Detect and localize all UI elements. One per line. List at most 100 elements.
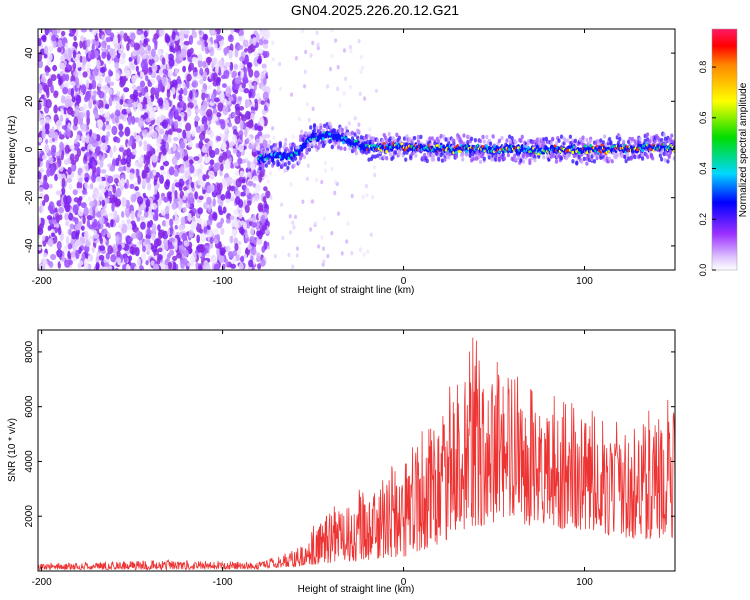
spectrogram-cell [350, 250, 354, 256]
spectrogram-cell [663, 136, 668, 142]
spectrogram-cell [134, 74, 139, 80]
spectrogram-cell [277, 161, 281, 167]
spectrogram-cell [66, 63, 71, 71]
spectrogram-cell [502, 156, 507, 161]
spectrogram-cell [454, 150, 458, 155]
spectrogram-cell [243, 87, 250, 94]
spectrogram-cell [382, 154, 386, 160]
spectrogram-cell [98, 153, 103, 161]
spectrogram-cell [500, 135, 504, 141]
spectrogram-cell [592, 159, 597, 164]
spectrogram-cell [168, 166, 175, 176]
spectrogram-cell [228, 96, 234, 102]
spectrogram-cell [257, 202, 264, 212]
spectrogram-cell [137, 175, 141, 185]
spectrogram-xtick-label: 100 [576, 276, 593, 287]
spectrogram-cell [482, 139, 486, 144]
spectrogram-cell [76, 240, 82, 246]
spectrogram-cell [52, 64, 58, 72]
spectrogram-cell [125, 211, 130, 219]
spectrogram-cell [107, 245, 113, 255]
spectrogram-cell [250, 246, 257, 256]
spectrogram-cell [222, 105, 229, 116]
spectrogram-cell [140, 60, 146, 70]
spectrogram-cell [168, 218, 174, 227]
spectrogram-cell [197, 178, 203, 186]
spectrogram-cell [253, 82, 257, 91]
spectrogram-cell [123, 87, 130, 93]
spectrogram-cell [77, 70, 82, 77]
spectrogram-cell [151, 233, 156, 241]
spectrogram-cell [150, 202, 158, 210]
spectrogram-cell [59, 71, 64, 76]
spectrogram-cell [440, 158, 445, 163]
spectrogram-cell [123, 32, 128, 42]
spectrogram-cell [330, 230, 334, 236]
spectrogram-cell [143, 38, 148, 44]
spectrogram-cell [135, 135, 141, 143]
spectrogram-cell [218, 254, 225, 264]
spectrogram-cell [471, 151, 475, 157]
spectrogram-cell [267, 144, 271, 149]
spectrogram-cell [106, 131, 111, 138]
spectrogram-cell [63, 194, 68, 205]
spectrogram-cell [283, 141, 287, 147]
spectrogram-cell [135, 230, 142, 240]
spectrogram-cell [73, 197, 80, 203]
spectrogram-cell [220, 194, 226, 201]
spectrogram-cell [124, 126, 131, 137]
spectrogram-ytick-label: 40 [24, 47, 35, 59]
spectrogram-cell [239, 35, 245, 42]
spectrogram-cell [71, 29, 77, 34]
spectrogram-cell [64, 42, 68, 51]
spectrogram-cell [244, 204, 250, 214]
spectrogram-cell [59, 165, 64, 172]
spectrogram-cell [234, 171, 239, 176]
spectrogram-cell [298, 134, 303, 139]
spectrogram-cell [309, 125, 313, 130]
spectrogram-cell [81, 252, 85, 262]
spectrogram-cell [323, 160, 327, 166]
spectrogram-cell [557, 138, 561, 143]
spectrogram-cell [549, 141, 554, 146]
spectrogram-cell [239, 56, 245, 62]
spectrogram-cell [221, 83, 227, 89]
spectrogram-cell [212, 198, 216, 207]
spectrogram-cell [646, 154, 650, 160]
spectrogram-cell [121, 243, 125, 249]
spectrogram-cell [171, 30, 176, 41]
spectrogram-cell [338, 103, 342, 108]
spectrogram-cell [80, 225, 85, 231]
spectrogram-cell [148, 105, 153, 113]
spectrogram-cell [245, 138, 250, 145]
spectrogram-cell [109, 194, 116, 204]
spectrogram-cell [473, 137, 477, 143]
colorbar-tick-label: 0.0 [698, 264, 708, 277]
spectrogram-cell [116, 187, 122, 198]
spectrogram-cell [216, 221, 223, 229]
spectrogram-cell [247, 160, 251, 170]
spectrogram-cell [229, 185, 236, 192]
spectrogram-cell [330, 144, 334, 150]
spectrogram-cell [160, 153, 167, 162]
spectrogram-cell [608, 156, 612, 162]
spectrogram-cell [45, 98, 52, 109]
spectrogram-cell [74, 105, 80, 116]
spectrogram-cell [47, 225, 52, 231]
spectrogram-cell [477, 154, 481, 159]
spectrogram-cell [44, 235, 49, 243]
spectrogram-cell [657, 137, 661, 142]
spectrogram-cell [258, 38, 264, 46]
spectrogram-cell [278, 61, 282, 67]
spectrogram-cell [61, 125, 68, 130]
spectrogram-cell [153, 179, 157, 187]
spectrogram-cell [368, 127, 372, 132]
spectrogram-cell [132, 148, 137, 156]
spectrogram-cell [95, 255, 100, 265]
spectrogram-cell [80, 35, 84, 42]
spectrogram-cell [60, 30, 66, 37]
spectrogram-cell [166, 191, 173, 199]
spectrogram-cell [185, 202, 191, 208]
spectrogram-cell [169, 249, 175, 256]
colorbar-tick-label: 0.6 [698, 112, 708, 125]
